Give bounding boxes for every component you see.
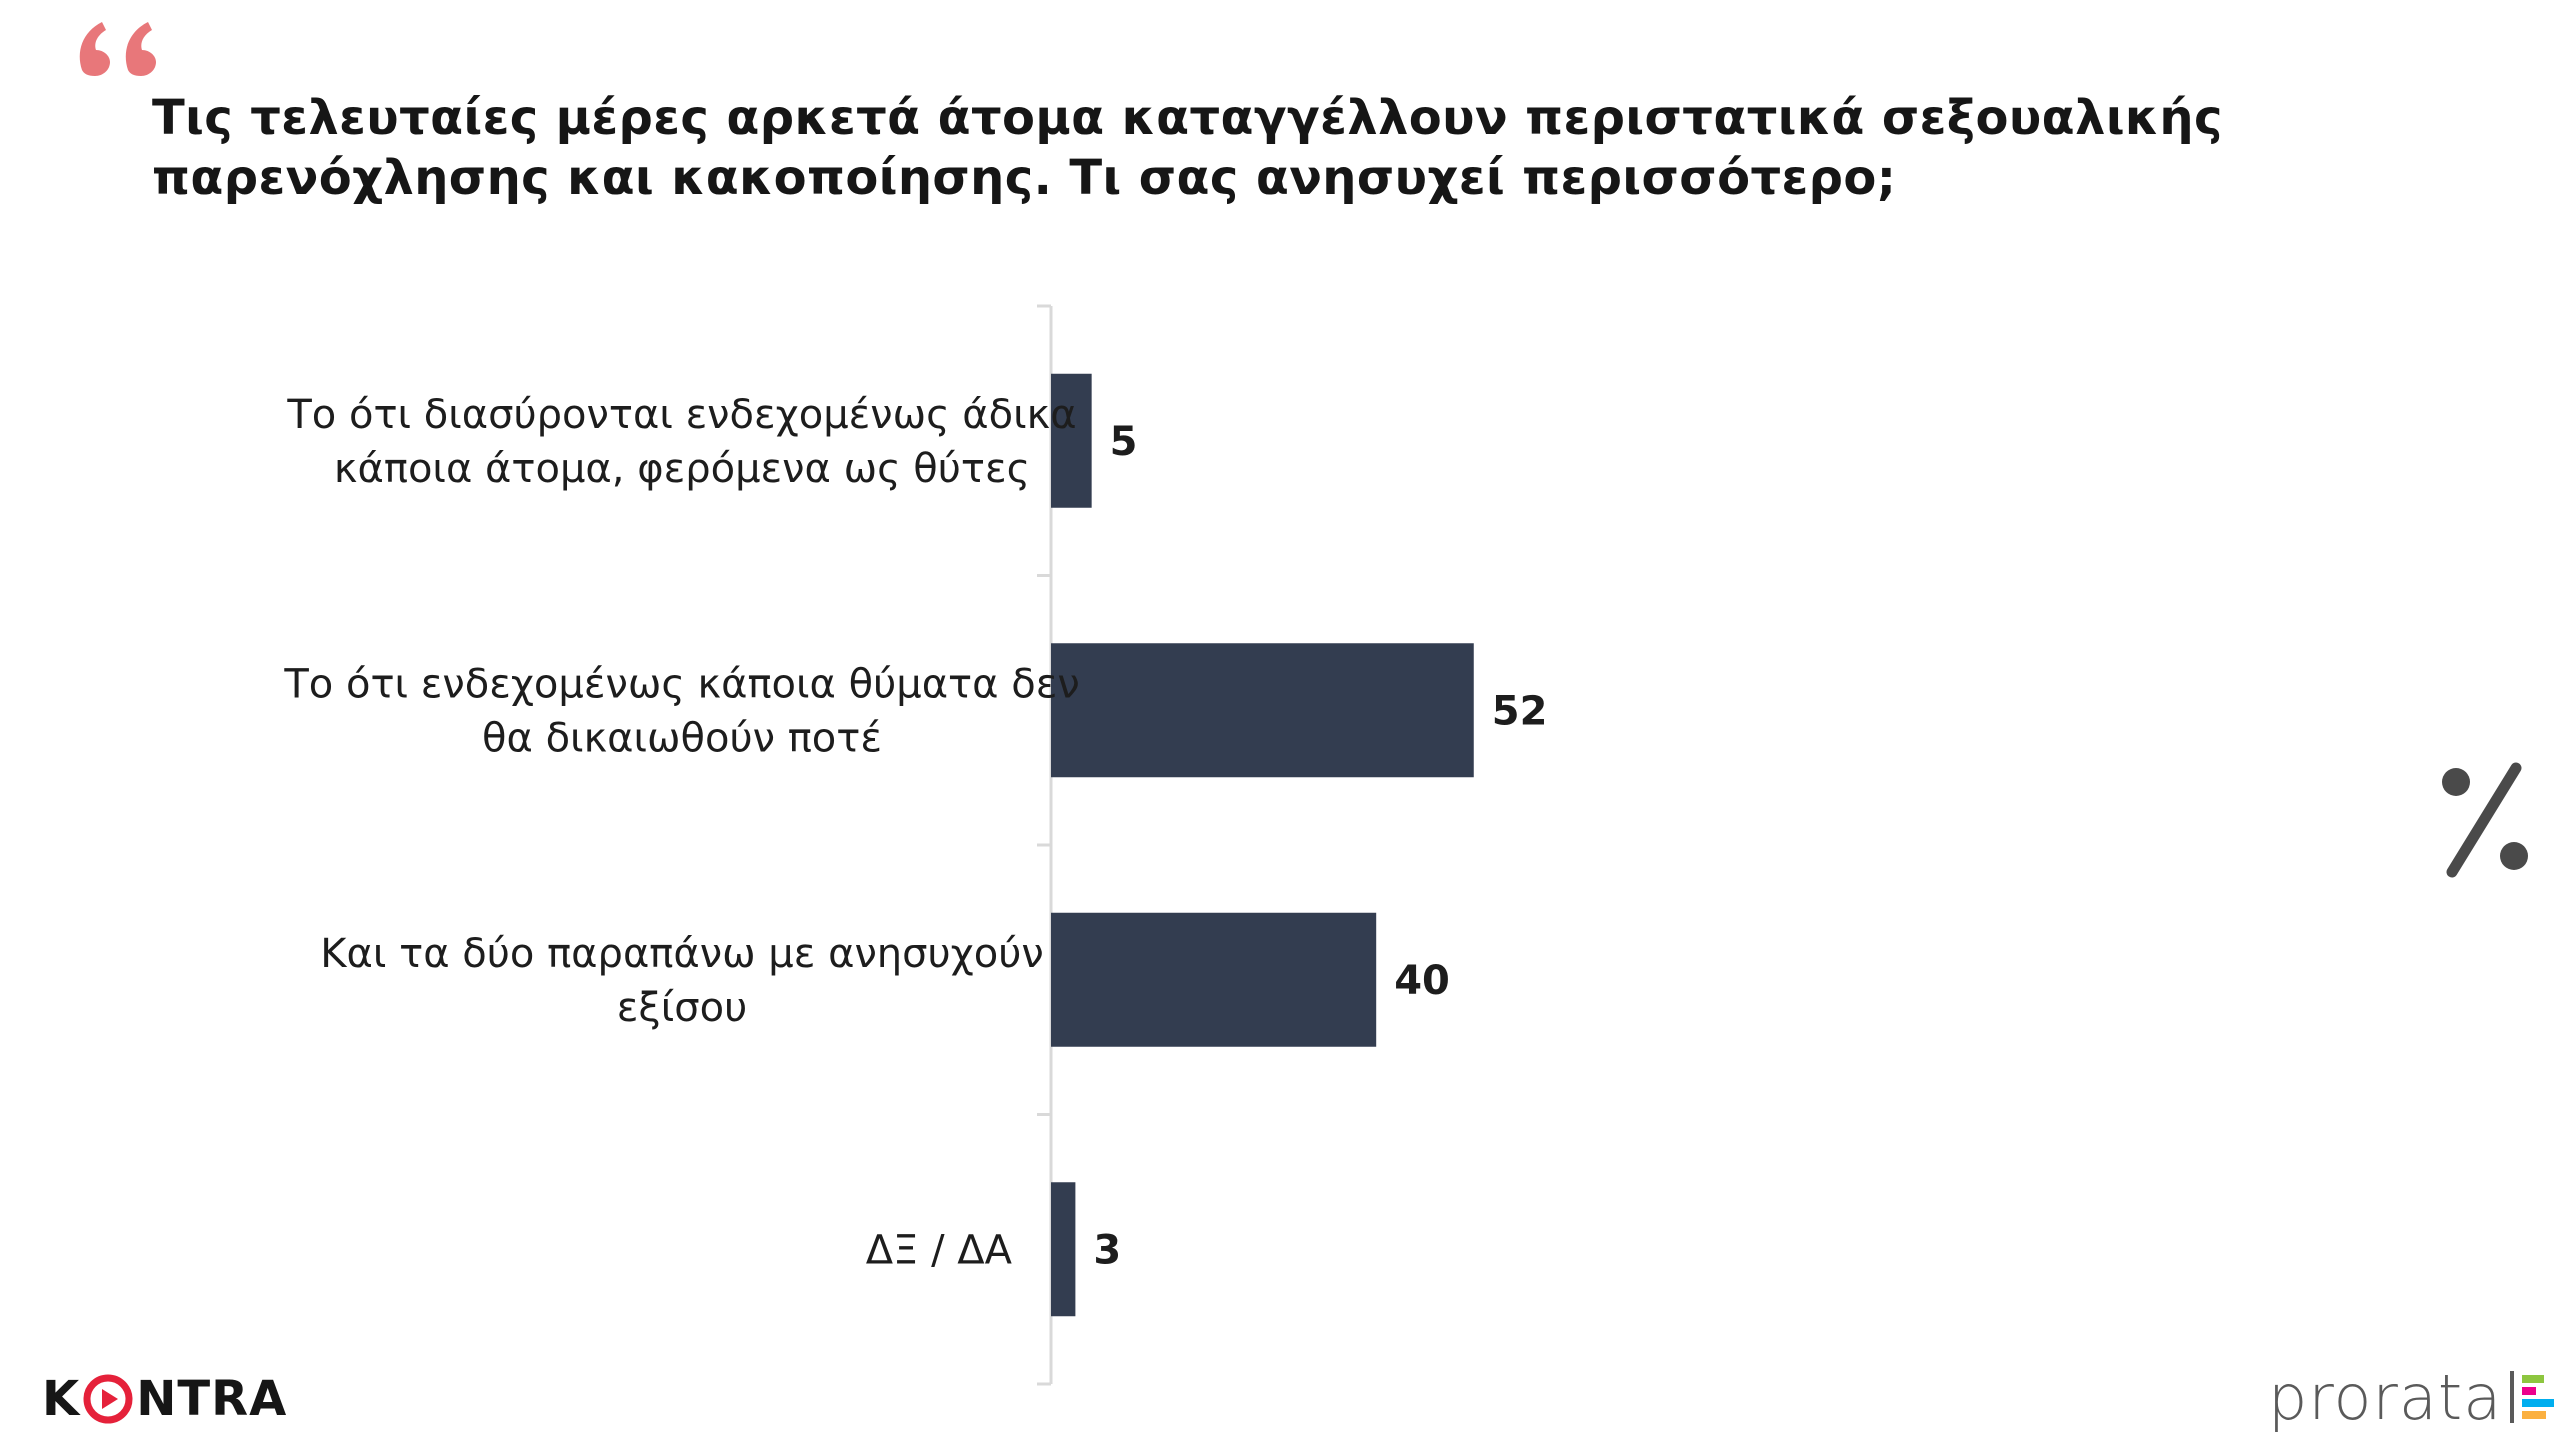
category-label: Το ότι ενδεχομένως κάποια θύματα δεν bbox=[283, 661, 1079, 707]
quote-icon bbox=[79, 22, 156, 76]
prorata-logo: prorata bbox=[2268, 1360, 2560, 1434]
kontra-o-icon bbox=[83, 1374, 133, 1424]
bar bbox=[1051, 373, 1092, 508]
prorata-logo-text: prorata bbox=[2268, 1360, 2503, 1434]
category-label: ΔΞ / ΔΑ bbox=[866, 1227, 1013, 1273]
category-label: κάποια άτομα, φερόμενα ως θύτες bbox=[334, 446, 1030, 492]
bar bbox=[1051, 912, 1377, 1047]
question-title: Τις τελευταίες μέρες αρκετά άτομα καταγγ… bbox=[152, 88, 2223, 208]
kontra-logo-part-1: K bbox=[42, 1371, 81, 1427]
data-label: 40 bbox=[1394, 958, 1450, 1004]
category-label: θα δικαιωθούν ποτέ bbox=[482, 715, 882, 761]
data-label: 5 bbox=[1110, 419, 1138, 465]
data-label: 52 bbox=[1492, 688, 1548, 734]
bar bbox=[1051, 643, 1474, 778]
prorata-bars-icon bbox=[2510, 1371, 2555, 1423]
question-line-1: Τις τελευταίες μέρες αρκετά άτομα καταγγ… bbox=[152, 90, 2223, 146]
bar bbox=[1051, 1182, 1076, 1317]
data-label: 3 bbox=[1093, 1227, 1121, 1273]
percent-icon bbox=[2442, 762, 2528, 878]
question-line-2: παρενόχλησης και κακοποίησης. Τι σας ανη… bbox=[152, 150, 1897, 206]
category-label: Το ότι διασύρονται ενδεχομένως άδικα bbox=[286, 392, 1076, 438]
category-label: εξίσου bbox=[617, 985, 747, 1031]
category-label: Και τα δύο παραπάνω με ανησυχούν bbox=[320, 931, 1043, 977]
kontra-logo-part-2: NTRA bbox=[136, 1371, 288, 1427]
kontra-logo: K NTRA bbox=[42, 1371, 288, 1427]
